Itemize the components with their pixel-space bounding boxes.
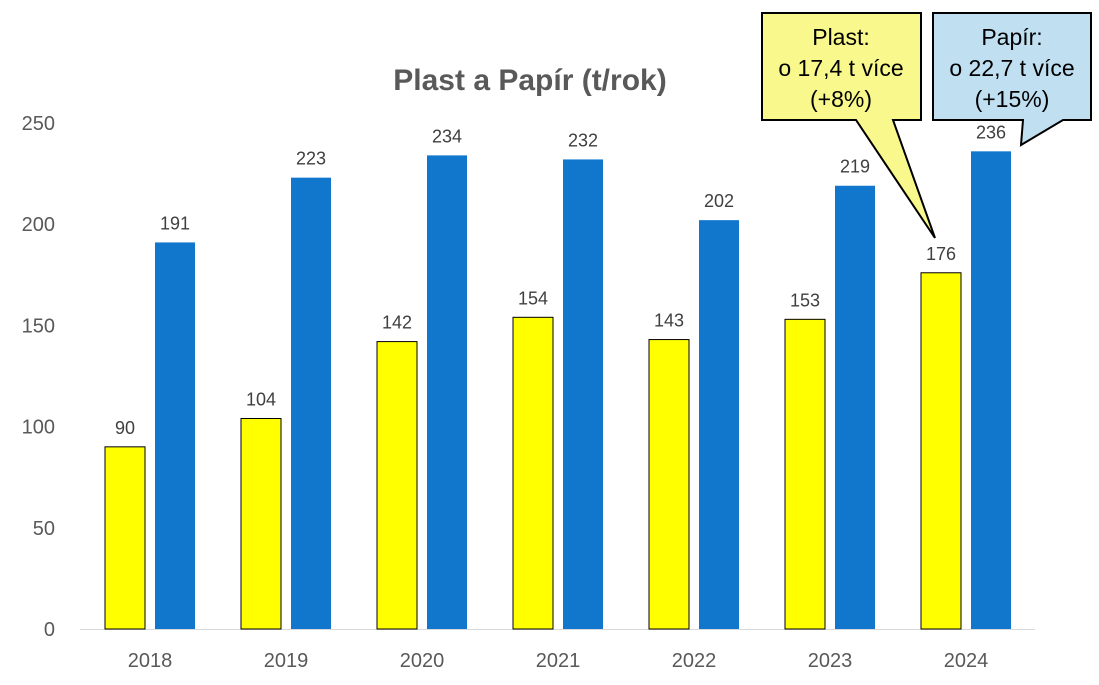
bars: 90 191 104 223 142 234 154 232 143 202 153 219 176 23… (104, 122, 1011, 630)
y-axis: 0 50 100 150 200 250 (22, 113, 55, 641)
data-label: 143 (654, 311, 684, 331)
y-tick-label: 100 (22, 417, 55, 439)
bar-papir-2020 (427, 155, 467, 629)
data-label: 104 (246, 390, 276, 410)
bar-plast-2021 (512, 316, 554, 630)
x-tick-label: 2020 (400, 650, 445, 672)
callout-plast-line-3: (+8%) (810, 86, 872, 112)
y-tick-label: 0 (44, 619, 55, 641)
callout-plast: Plast: o 17,4 t více (+8%) (761, 12, 936, 239)
data-label: 90 (115, 418, 135, 438)
callout-papir-shape (932, 12, 1092, 147)
x-tick-label: 2024 (944, 650, 989, 672)
callout-papir: Papír: o 22,7 t více (+15%) (932, 12, 1092, 147)
data-label: 234 (432, 126, 462, 146)
bar-papir-2022 (699, 220, 739, 630)
data-label: 142 (382, 313, 412, 333)
x-tick-label: 2021 (536, 650, 581, 672)
x-axis: 2018 2019 2020 2021 2022 2023 2024 (128, 650, 989, 672)
callout-papir-line-3: (+15%) (975, 86, 1050, 112)
data-label: 223 (296, 149, 326, 169)
x-tick-label: 2022 (672, 650, 717, 672)
bar-plast-2020 (376, 341, 418, 630)
bar-plast-2023 (784, 318, 826, 630)
bar-papir-2018 (155, 242, 195, 629)
data-label: 154 (518, 288, 548, 308)
chart-title: Plast a Papír (t/rok) (393, 64, 666, 97)
bar-papir-2023 (835, 185, 875, 629)
data-label: 202 (704, 191, 734, 211)
bar-papir-2021 (563, 159, 603, 629)
bar-plast-2022 (648, 339, 690, 630)
y-tick-label: 250 (22, 113, 55, 135)
data-label: 176 (926, 244, 956, 264)
data-label: 191 (160, 213, 190, 233)
x-tick-label: 2019 (264, 650, 309, 672)
callout-papir-line-2: o 22,7 t více (949, 55, 1074, 81)
y-tick-label: 150 (22, 315, 55, 337)
x-tick-label: 2018 (128, 650, 173, 672)
data-label: 153 (790, 290, 820, 310)
data-label: 232 (568, 130, 598, 150)
callout-plast-shape (761, 12, 936, 239)
y-tick-label: 200 (22, 214, 55, 236)
bar-plast-2019 (240, 418, 282, 630)
callout-plast-line-2: o 17,4 t více (778, 55, 903, 81)
bar-papir-2019 (291, 177, 331, 629)
data-label: 236 (976, 122, 1006, 142)
bar-plast-2024 (920, 272, 962, 630)
x-tick-label: 2023 (808, 650, 853, 672)
y-tick-label: 50 (33, 518, 55, 540)
data-label: 219 (840, 157, 870, 177)
callout-papir-line-1: Papír: (981, 24, 1042, 50)
bar-papir-2024 (971, 151, 1011, 629)
bar-plast-2018 (104, 446, 146, 630)
callout-plast-line-1: Plast: (812, 24, 870, 50)
